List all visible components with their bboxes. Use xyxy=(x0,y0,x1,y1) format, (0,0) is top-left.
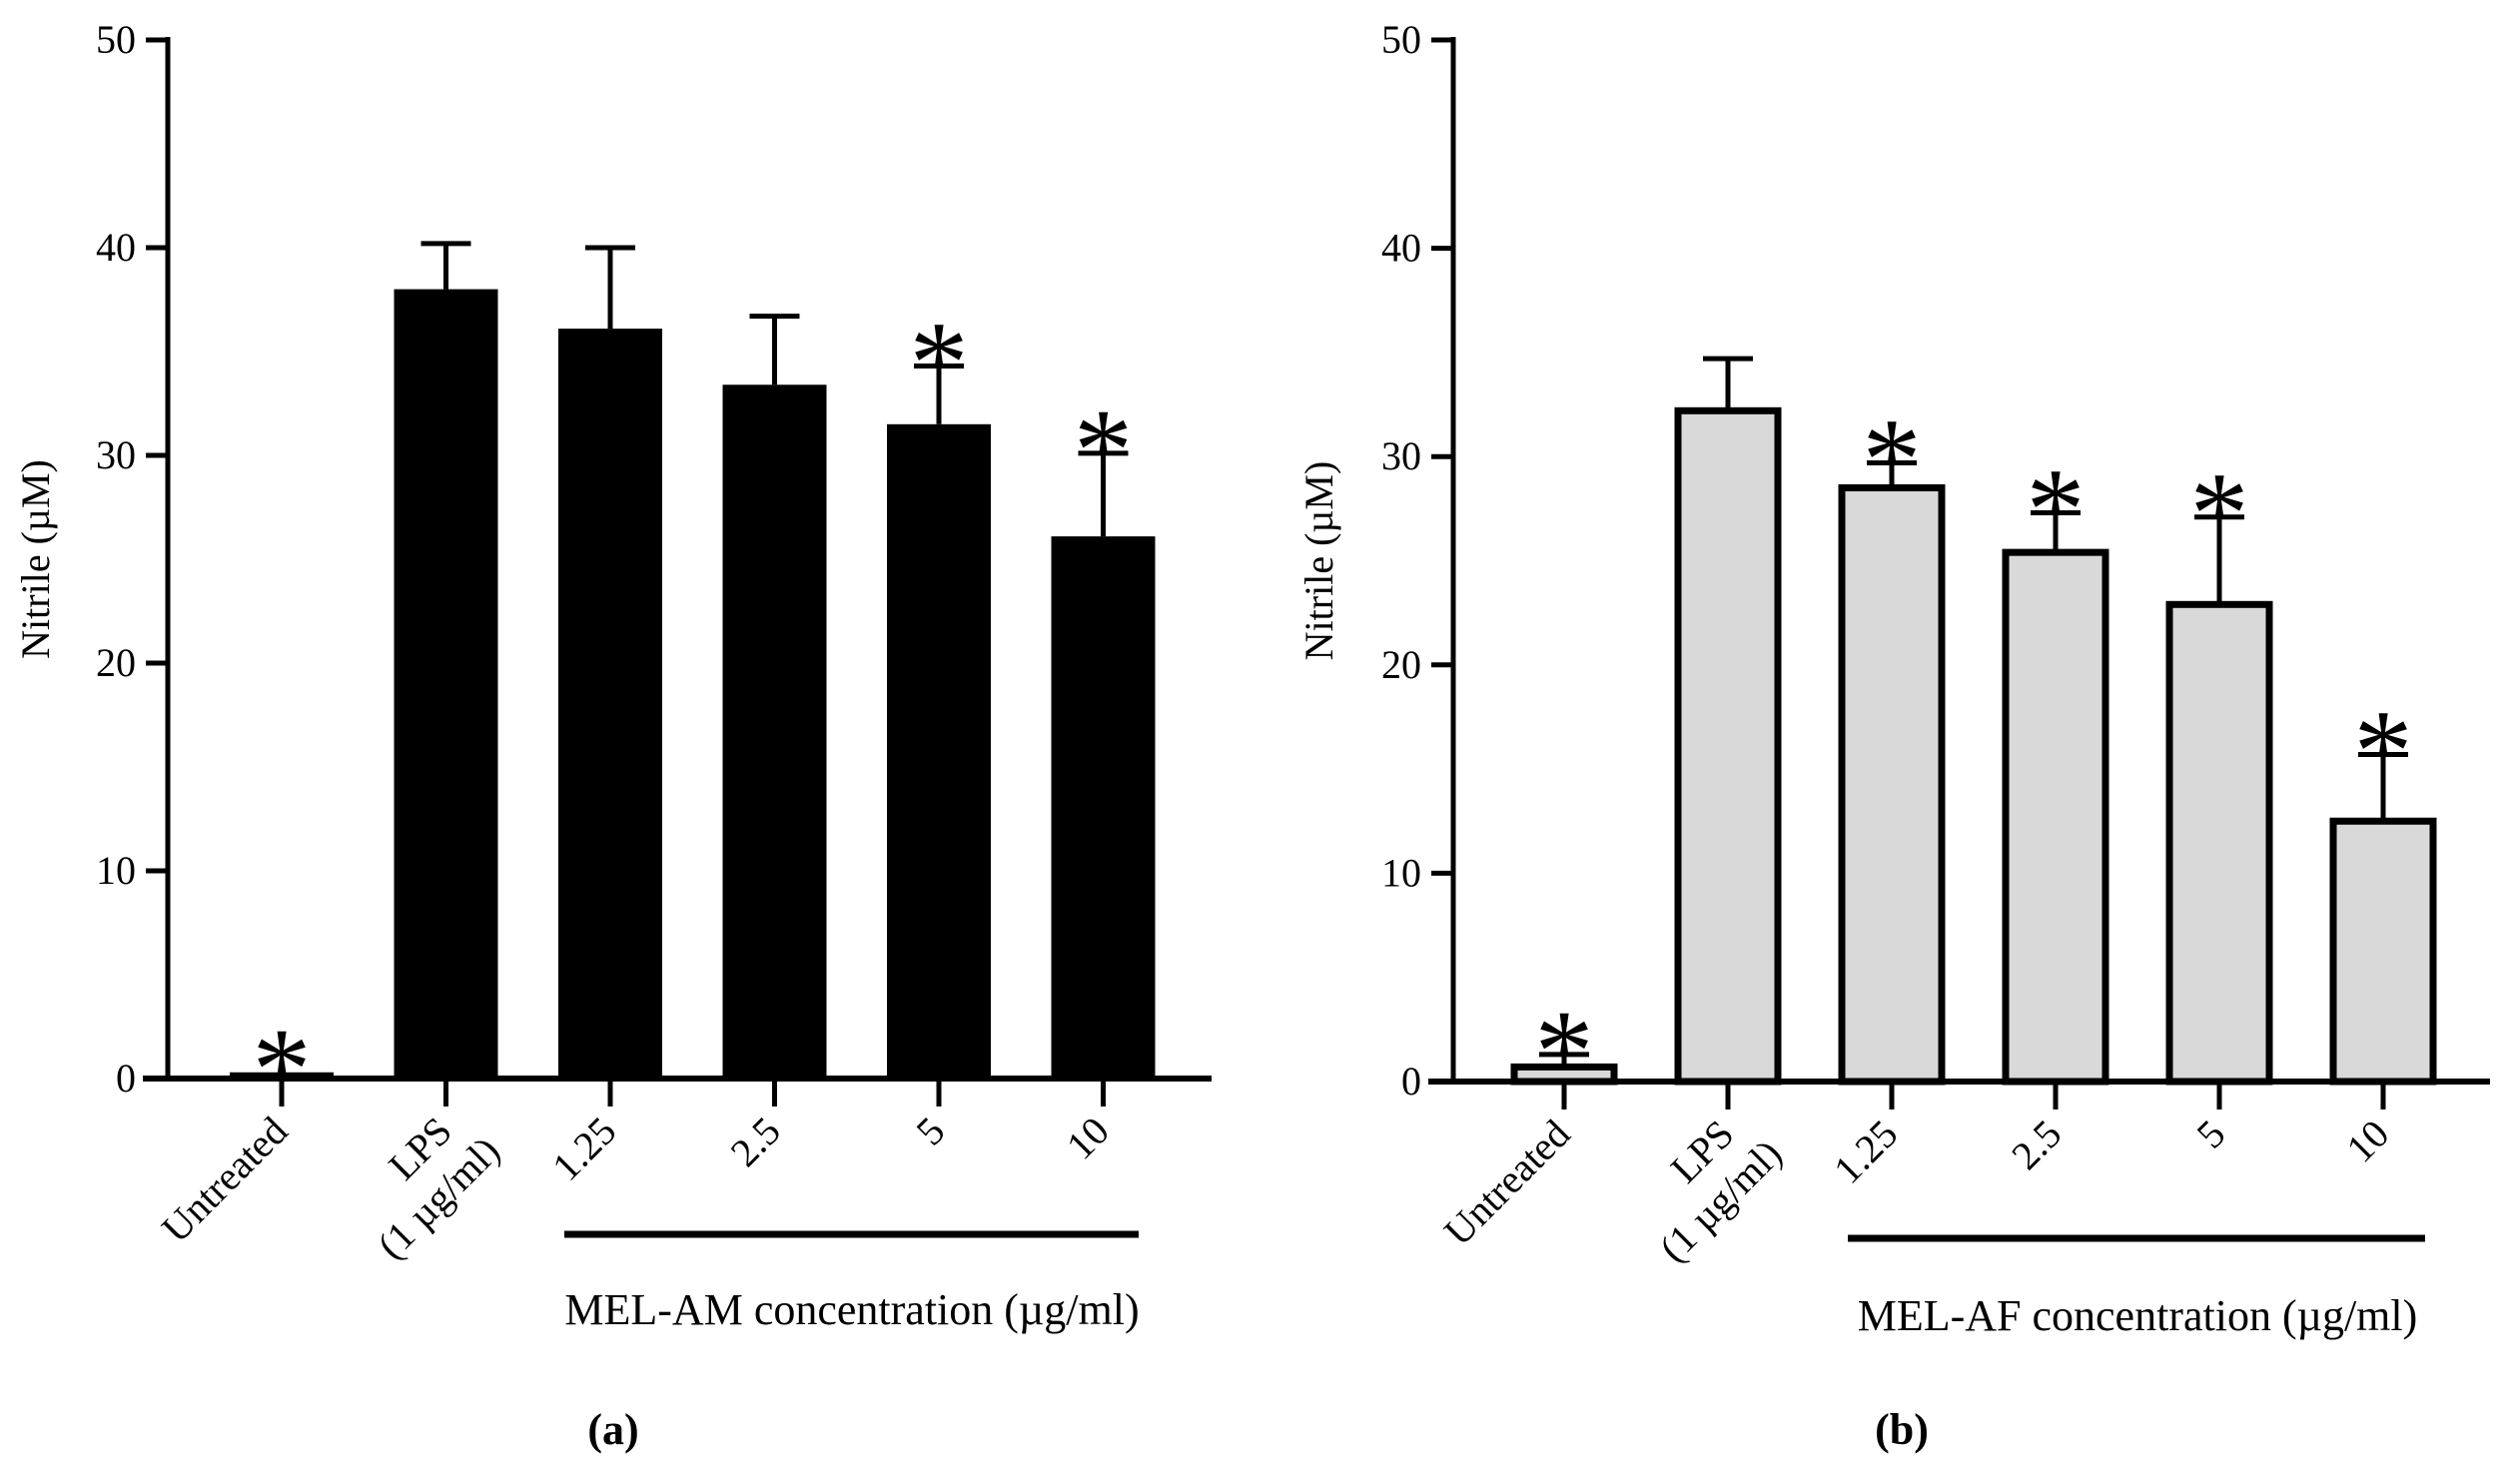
x-tick-label: 5 xyxy=(907,1109,953,1154)
bar xyxy=(394,289,498,1080)
significance-asterisk: * xyxy=(1535,986,1594,1116)
x-tick-label-line: 2.5 xyxy=(2003,1111,2070,1178)
y-tick-label: 40 xyxy=(96,225,136,270)
x-tick-label: LPS(1 µg/ml) xyxy=(335,1094,508,1267)
bar xyxy=(1674,406,1782,1086)
significance-asterisk: * xyxy=(1863,393,1922,524)
panel-label: (b) xyxy=(1875,1405,1929,1454)
y-tick-label: 10 xyxy=(1381,850,1421,895)
x-tick-label: Untreated xyxy=(1435,1111,1578,1254)
y-tick-label: 10 xyxy=(96,848,136,893)
x-tick-label-line: 10 xyxy=(2337,1111,2397,1171)
x-tick-label-line: 1.25 xyxy=(1825,1111,1906,1192)
x-tick-label: 10 xyxy=(2337,1111,2397,1171)
y-tick-label: 20 xyxy=(1381,642,1421,687)
bar xyxy=(2002,548,2109,1086)
x-tick-label: LPS(1 µg/ml) xyxy=(1616,1097,1790,1270)
y-tick-label: 50 xyxy=(96,17,136,62)
x-axis-label: MEL-AF concentration (µg/ml) xyxy=(1858,1291,2418,1340)
x-tick-label-line: Untreated xyxy=(1435,1111,1578,1254)
x-tick-label: 2.5 xyxy=(722,1109,789,1175)
significance-asterisk: * xyxy=(253,1004,312,1134)
bar xyxy=(558,329,662,1079)
bar xyxy=(230,1072,334,1079)
significance-asterisk: * xyxy=(2354,685,2413,816)
y-tick-label: 0 xyxy=(1401,1059,1421,1104)
significance-asterisk: * xyxy=(2027,444,2086,575)
significance-asterisk: * xyxy=(2190,448,2249,579)
bar xyxy=(1838,483,1946,1086)
y-tick-label: 0 xyxy=(116,1056,136,1101)
x-tick-label: 2.5 xyxy=(2003,1111,2070,1178)
bar xyxy=(2329,817,2437,1086)
y-tick-label: 30 xyxy=(1381,433,1421,478)
y-tick-label: 30 xyxy=(96,432,136,477)
y-tick-label: 40 xyxy=(1381,226,1421,271)
x-axis-label: MEL-AM concentration (µg/ml) xyxy=(564,1285,1139,1334)
x-tick-label: 1.25 xyxy=(543,1109,624,1189)
y-axis-label: Nitrile (µM) xyxy=(1296,461,1341,661)
x-tick-label-line: 2.5 xyxy=(722,1109,789,1175)
x-tick-label-line: Untreated xyxy=(153,1109,296,1251)
bar xyxy=(1051,536,1156,1079)
bar xyxy=(887,423,991,1079)
x-tick-label: Untreated xyxy=(153,1109,296,1251)
x-tick-label-line: 5 xyxy=(2187,1111,2233,1157)
significance-asterisk: * xyxy=(910,298,969,428)
x-tick-label: 1.25 xyxy=(1825,1111,1906,1192)
y-tick-label: 20 xyxy=(96,640,136,685)
significance-asterisk: * xyxy=(1074,384,1133,515)
x-tick-label-line: 10 xyxy=(1058,1109,1118,1168)
x-tick-label: 10 xyxy=(1058,1109,1118,1168)
y-tick-label: 50 xyxy=(1381,17,1421,62)
bar xyxy=(2165,600,2273,1086)
y-axis-label: Nitrile (µM) xyxy=(13,459,58,659)
x-tick-label: 5 xyxy=(2187,1111,2233,1157)
x-tick-label-line: 1.25 xyxy=(543,1109,624,1189)
bar xyxy=(722,384,827,1079)
panel-label: (a) xyxy=(587,1405,638,1454)
x-tick-label-line: 5 xyxy=(907,1109,953,1154)
